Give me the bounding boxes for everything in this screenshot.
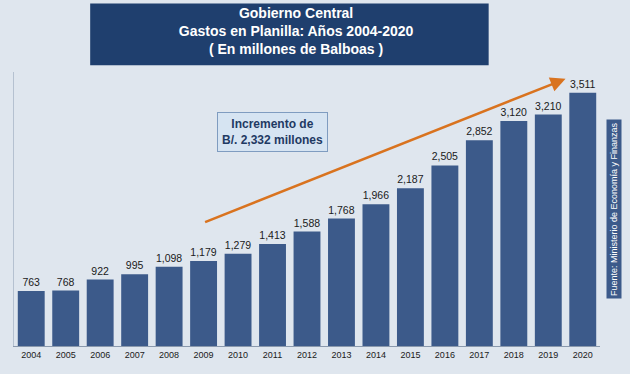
svg-text:995: 995 — [126, 259, 144, 271]
svg-text:2017: 2017 — [469, 350, 489, 360]
svg-text:2,505: 2,505 — [432, 150, 458, 162]
svg-text:2013: 2013 — [331, 350, 351, 360]
svg-text:2016: 2016 — [435, 350, 455, 360]
svg-text:Incremento deB/. 2,332 millone: Incremento deB/. 2,332 millones — [222, 117, 323, 147]
svg-text:1,279: 1,279 — [225, 239, 251, 251]
svg-text:922: 922 — [91, 265, 109, 277]
svg-text:2012: 2012 — [297, 350, 317, 360]
svg-text:1,588: 1,588 — [294, 217, 320, 229]
svg-text:3,210: 3,210 — [535, 100, 561, 112]
svg-text:1,179: 1,179 — [190, 246, 216, 258]
svg-text:1,768: 1,768 — [328, 204, 354, 216]
svg-text:2005: 2005 — [56, 350, 76, 360]
svg-text:2014: 2014 — [366, 350, 386, 360]
svg-text:2020: 2020 — [573, 350, 593, 360]
svg-text:1,413: 1,413 — [259, 229, 285, 241]
svg-text:2011: 2011 — [263, 350, 282, 360]
svg-text:763: 763 — [22, 276, 40, 288]
svg-text:2006: 2006 — [90, 350, 110, 360]
svg-text:3,511: 3,511 — [570, 78, 596, 90]
svg-text:1,098: 1,098 — [156, 252, 182, 264]
svg-text:2,852: 2,852 — [466, 125, 492, 137]
svg-text:2019: 2019 — [538, 350, 558, 360]
svg-text:1,966: 1,966 — [363, 189, 389, 201]
svg-text:3,120: 3,120 — [501, 106, 527, 118]
svg-text:2010: 2010 — [228, 350, 248, 360]
svg-text:2009: 2009 — [194, 350, 214, 360]
svg-text:2,187: 2,187 — [397, 173, 423, 185]
svg-text:2007: 2007 — [125, 350, 145, 360]
svg-text:Fuente: Ministerio de Economía: Fuente: Ministerio de Economía y Finanza… — [609, 122, 619, 296]
svg-text:2008: 2008 — [159, 350, 179, 360]
svg-text:2004: 2004 — [21, 350, 41, 360]
svg-text:Gobierno CentralGastos en Plan: Gobierno CentralGastos en Planilla: Años… — [179, 5, 414, 57]
svg-text:768: 768 — [57, 276, 75, 288]
svg-text:2015: 2015 — [400, 350, 420, 360]
svg-text:2018: 2018 — [504, 350, 524, 360]
